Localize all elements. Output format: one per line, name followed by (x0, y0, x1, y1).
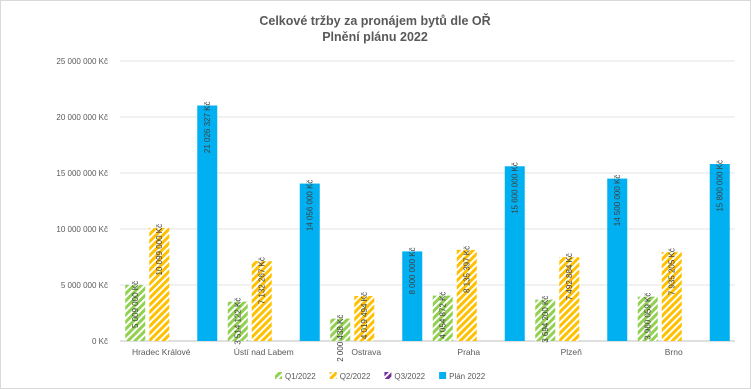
bar-pl-n-2022-1 (197, 105, 218, 342)
bar-q1-2022-1 (125, 284, 146, 341)
data-label: 21 026 327 Kč (203, 102, 212, 154)
data-label: 4 054 872 Kč (439, 292, 448, 339)
bar-q1-2022-2 (227, 301, 248, 341)
legend-label: Plán 2022 (449, 372, 486, 381)
data-label: 3 694 200 Kč (541, 296, 550, 343)
data-label: 8 000 000 Kč (408, 247, 417, 294)
x-tick-label: Brno (665, 347, 683, 357)
legend-label: Q2/2022 (340, 372, 371, 381)
data-label: 14 500 000 Kč (613, 175, 622, 227)
data-label: 3 960 059 Kč (644, 293, 653, 340)
bar-q2-2022-5 (559, 257, 580, 341)
data-label: 3 514 122 Kč (234, 298, 243, 345)
legend-label: Q3/2022 (394, 372, 425, 381)
y-tick-label: 0 Kč (92, 337, 108, 346)
y-tick-label: 15 000 000 Kč (56, 169, 108, 178)
data-label: 7 132 267 Kč (258, 257, 267, 304)
x-tick-label: Praha (457, 347, 480, 357)
legend-swatch (329, 372, 337, 379)
data-label: 15 600 000 Kč (511, 162, 520, 214)
bar-q1-2022-3 (330, 318, 351, 341)
legend-swatch (275, 372, 282, 379)
y-tick-label: 20 000 000 Kč (56, 113, 108, 122)
data-label: 7 492 884 Kč (565, 253, 574, 300)
bar-pl-n-2022-3 (402, 251, 423, 341)
bar-pl-n-2022-6 (709, 164, 730, 341)
chart-subtitle: Plnění plánu 2022 (322, 30, 428, 44)
legend-swatch (439, 372, 447, 379)
x-tick-label: Ostrava (351, 347, 381, 357)
data-label: 15 800 000 Kč (716, 160, 725, 212)
x-tick-label: Plzeň (561, 347, 583, 357)
chart-title: Celkové tržby za pronájem bytů dle OŘ (259, 13, 490, 28)
bar-q2-2022-6 (661, 252, 682, 341)
bar-q1-2022-6 (637, 296, 658, 341)
bar-pl-n-2022-5 (607, 178, 628, 341)
y-tick-label: 25 000 000 Kč (56, 57, 108, 66)
data-label: 14 056 000 Kč (306, 180, 315, 232)
data-label: 4 019 494 Kč (360, 292, 369, 339)
data-label: 5 009 000 Kč (131, 281, 140, 328)
data-label: 10 099 000 Kč (155, 224, 164, 276)
bar-q2-2022-4 (456, 249, 477, 341)
bar-q2-2022-2 (251, 261, 272, 341)
bar-q2-2022-1 (149, 227, 170, 341)
x-tick-label: Hradec Králové (132, 347, 191, 357)
bar-q2-2022-3 (354, 295, 375, 341)
y-tick-label: 10 000 000 Kč (56, 225, 108, 234)
data-label: 7 935 205 Kč (668, 248, 677, 295)
bar-pl-n-2022-4 (504, 166, 525, 341)
data-label: 8 135 397 Kč (463, 246, 472, 293)
y-tick-label: 5 000 000 Kč (61, 281, 108, 290)
bar-q1-2022-5 (535, 299, 556, 341)
bar-pl-n-2022-2 (299, 183, 320, 341)
legend-swatch (384, 372, 392, 379)
legend-label: Q1/2022 (285, 372, 316, 381)
x-tick-label: Ústí nad Labem (234, 347, 294, 357)
data-label: 2 000 438 Kč (336, 315, 345, 362)
bar-q1-2022-4 (432, 295, 453, 341)
